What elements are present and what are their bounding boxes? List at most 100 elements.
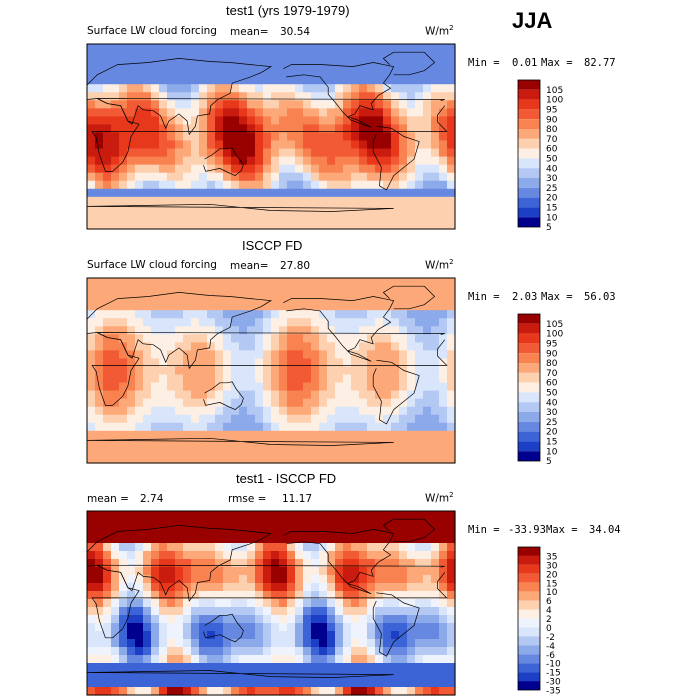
map-cell: [335, 140, 344, 150]
map-cell: [399, 551, 408, 560]
map-cell: [399, 527, 408, 536]
map-cell: [239, 647, 248, 656]
map-cell: [183, 527, 192, 536]
map-cell: [231, 212, 240, 222]
map-cell: [199, 631, 208, 640]
map-cell: [399, 294, 408, 303]
map-cell: [407, 196, 416, 206]
map-cell: [95, 156, 104, 166]
map-cell: [239, 567, 248, 576]
colorbar-tick-label: 80: [546, 359, 558, 369]
colorbar-swatch: [518, 382, 540, 393]
map-cell: [439, 140, 448, 150]
map-cell: [327, 44, 336, 53]
map-cell: [335, 196, 344, 206]
map-cell: [119, 615, 128, 624]
map-cell: [103, 310, 112, 319]
map-cell: [311, 511, 320, 520]
map-cell: [199, 551, 208, 560]
map-cell: [391, 454, 400, 464]
colorbar-swatch: [518, 353, 540, 363]
map-cell: [383, 390, 392, 400]
map-cell: [95, 607, 104, 616]
map-cell: [359, 551, 368, 560]
map-cell: [335, 172, 344, 182]
map-cell: [439, 438, 448, 448]
map-cell: [327, 663, 336, 672]
map-cell: [407, 180, 416, 190]
map-cell: [159, 535, 168, 544]
map-cell: [231, 294, 240, 303]
map-cell: [367, 639, 376, 648]
map-cell: [111, 52, 120, 61]
map-cell: [135, 60, 144, 69]
map-cell: [183, 454, 192, 464]
continent-outline: [203, 147, 244, 177]
map-cell: [103, 294, 112, 303]
colorbar-tick-label: 90: [546, 349, 558, 359]
map-cell: [367, 599, 376, 608]
map-cell: [399, 382, 408, 392]
map-cell: [151, 543, 160, 552]
map-cell: [263, 607, 272, 616]
map-cell: [255, 116, 264, 126]
map-cell: [295, 559, 304, 568]
map-cell: [359, 567, 368, 576]
map-cell: [183, 124, 192, 134]
colorbar-swatch: [518, 636, 540, 646]
map-cell: [375, 390, 384, 400]
map-cell: [439, 583, 448, 592]
map-cell: [119, 647, 128, 656]
map-cell: [231, 278, 240, 287]
map-cell: [271, 390, 280, 400]
map-cell: [215, 663, 224, 672]
map-cell: [295, 519, 304, 528]
colorbar-tick-label: 70: [546, 369, 558, 379]
map-cell: [151, 647, 160, 656]
colorbar-swatch: [518, 627, 540, 637]
map-cell: [447, 76, 456, 85]
map-cell: [255, 382, 264, 392]
map-cell: [327, 342, 336, 351]
map-cell: [159, 294, 168, 303]
colorbar-swatch: [518, 148, 540, 159]
map-cell: [223, 679, 232, 688]
map-cell: [95, 639, 104, 648]
map-cell: [351, 607, 360, 616]
map-cell: [319, 302, 328, 311]
map-cell: [439, 132, 448, 142]
map-cell: [207, 318, 216, 327]
map-cell: [87, 623, 96, 632]
colorbar-swatch: [518, 582, 540, 592]
map-cell: [215, 60, 224, 69]
map-cell: [255, 188, 264, 198]
map-cell: [191, 527, 200, 536]
map-cell: [399, 591, 408, 600]
map-cell: [143, 220, 152, 230]
map-cell: [375, 551, 384, 560]
map-cell: [375, 220, 384, 230]
map-cell: [159, 631, 168, 640]
map-cell: [175, 414, 184, 424]
map-cell: [119, 334, 128, 343]
map-cell: [351, 559, 360, 568]
map-cell: [239, 430, 248, 440]
map-cell: [239, 422, 248, 432]
map-cell: [175, 92, 184, 101]
map-cell: [207, 454, 216, 464]
map-cell: [431, 108, 440, 117]
map-cell: [359, 398, 368, 408]
map-cell: [207, 326, 216, 335]
map-cell: [135, 84, 144, 93]
map-cell: [95, 350, 104, 360]
continent-outline: [86, 292, 273, 370]
map-cell: [87, 422, 96, 432]
map-cell: [175, 132, 184, 142]
map-cell: [183, 220, 192, 230]
map-cell: [311, 310, 320, 319]
map-cell: [183, 390, 192, 400]
map-cell: [303, 559, 312, 568]
map-cell: [311, 84, 320, 93]
map-cell: [279, 334, 288, 343]
map-cell: [191, 172, 200, 182]
